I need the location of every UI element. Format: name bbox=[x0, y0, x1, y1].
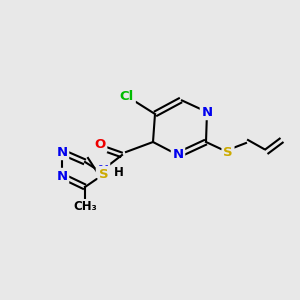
Text: N: N bbox=[172, 148, 184, 161]
Text: N: N bbox=[56, 169, 68, 182]
Text: O: O bbox=[94, 139, 106, 152]
Text: N: N bbox=[201, 106, 213, 118]
Text: S: S bbox=[99, 167, 109, 181]
Text: S: S bbox=[223, 146, 233, 158]
Text: H: H bbox=[114, 166, 124, 178]
Text: CH₃: CH₃ bbox=[73, 200, 97, 214]
Text: Cl: Cl bbox=[120, 89, 134, 103]
Text: N: N bbox=[98, 164, 109, 176]
Text: N: N bbox=[56, 146, 68, 158]
